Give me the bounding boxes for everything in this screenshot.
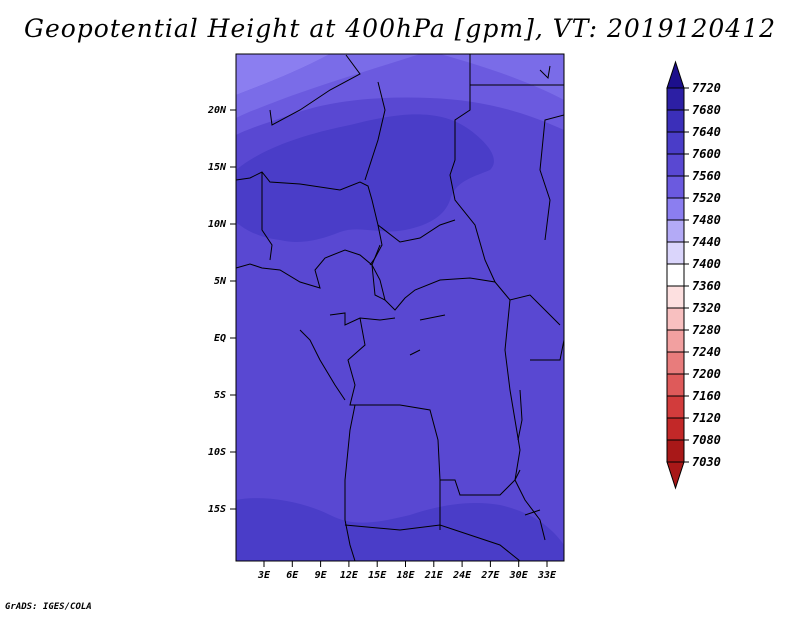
- colorbar-swatch: [666, 395, 685, 419]
- lake-frag2: [409, 349, 421, 356]
- lake-frag1: [419, 314, 446, 321]
- colorbar-label: 7360: [692, 279, 721, 293]
- colorbar-swatch: [666, 175, 685, 199]
- colorbar-swatch: [666, 241, 685, 265]
- colorbar-swatch: [666, 219, 685, 243]
- border-congo: [347, 317, 521, 496]
- colorbar-swatch: [666, 351, 685, 375]
- lon-tick-label: 24E: [452, 570, 472, 581]
- colorbar-swatch: [666, 307, 685, 331]
- longitude-axis: 3E 6E 9E 12E 15E 18E 21E 24E 27E 30E 33E: [257, 561, 557, 581]
- colorbar-label: 7600: [692, 147, 721, 161]
- border-sudan-e: [539, 114, 564, 241]
- lon-tick-label: 27E: [480, 570, 500, 581]
- lake-malawi: [524, 509, 541, 516]
- colorbar-swatch: [666, 109, 685, 133]
- border-lake: [530, 339, 564, 361]
- colorbar-label: 7030: [692, 455, 721, 469]
- border-car-n: [377, 219, 456, 243]
- border-chad-w: [364, 81, 386, 181]
- fill-ne-band: [440, 54, 564, 100]
- borders: [236, 54, 564, 561]
- lon-tick-label: 18E: [396, 570, 415, 581]
- lat-tick-label: 15S: [208, 504, 226, 515]
- contour-fill: [236, 54, 564, 561]
- grads-credit: GrADS: IGES/COLA: [5, 602, 92, 612]
- coast-gabon: [299, 329, 346, 401]
- border-west1: [261, 172, 273, 261]
- lat-tick-label: 5N: [214, 276, 227, 287]
- lon-tick-label: 33E: [537, 570, 557, 581]
- colorbar-label: 7160: [692, 389, 721, 403]
- colorbar-label: 7080: [692, 433, 721, 447]
- lake-tanganyika: [517, 389, 523, 441]
- chart-title: Geopotential Height at 400hPa [gpm], VT:…: [23, 14, 777, 43]
- colorbar-bottom-arrow: [666, 461, 685, 490]
- colorbar-swatch: [666, 197, 685, 221]
- colorbar-label: 7640: [692, 125, 721, 139]
- border-angola-w: [344, 404, 356, 561]
- border-chad-e: [449, 54, 496, 283]
- fill-high-band: [236, 54, 420, 118]
- colorbar-label: 7680: [692, 103, 721, 117]
- lon-tick-label: 12E: [340, 570, 359, 581]
- border-car-w: [371, 244, 386, 301]
- coast-ne: [539, 65, 551, 80]
- lat-tick-label: 10N: [208, 219, 227, 230]
- colorbar-label: 7720: [692, 81, 721, 95]
- colorbar-label: 7560: [692, 169, 721, 183]
- lat-tick-label: 15N: [208, 162, 227, 173]
- colorbar-swatch: [666, 373, 685, 397]
- colorbar-swatch: [666, 329, 685, 353]
- colorbar-label: 7240: [692, 345, 721, 359]
- lon-tick-label: 9E: [315, 570, 328, 581]
- colorbar-swatch: [666, 263, 685, 287]
- colorbar-label: 7120: [692, 411, 721, 425]
- border-coast-gulf: [236, 249, 561, 326]
- fill-high-corner: [236, 54, 330, 95]
- colorbar-swatch: [666, 87, 685, 111]
- colorbar-label: 7320: [692, 301, 721, 315]
- border-gabon: [329, 312, 396, 326]
- lon-tick-label: 3E: [257, 570, 271, 581]
- colorbar-label: 7480: [692, 213, 721, 227]
- latitude-axis: 20N 15N 10N 5N EQ 5S 10S 15S: [207, 105, 236, 515]
- map-frame: [235, 53, 565, 562]
- colorbar-swatch: [666, 131, 685, 155]
- colorbar-swatch: [666, 439, 685, 463]
- colorbar-top-arrow: [666, 60, 685, 89]
- lat-tick-label: EQ: [214, 333, 226, 344]
- lat-tick-label: 5S: [214, 390, 226, 401]
- border-north1: [269, 54, 361, 126]
- lon-tick-label: 15E: [368, 570, 387, 581]
- lon-tick-label: 30E: [509, 570, 529, 581]
- colorbar-label: 7440: [692, 235, 721, 249]
- colorbar-swatch: [666, 417, 685, 441]
- lat-tick-label: 20N: [207, 105, 227, 116]
- lat-tick-label: 10S: [208, 447, 226, 458]
- colorbar-swatch: [666, 153, 685, 177]
- border-east: [504, 299, 546, 541]
- colorbar: 7720 7680 7640 7600 7560 7520 7480 7440 7400 7360…: [666, 60, 721, 490]
- lon-tick-label: 6E: [286, 570, 299, 581]
- fill-dark-sahel: [236, 114, 494, 243]
- colorbar-label: 7200: [692, 367, 721, 381]
- colorbar-swatch: [666, 285, 685, 309]
- colorbar-label: 7280: [692, 323, 721, 337]
- lon-tick-label: 21E: [424, 570, 444, 581]
- colorbar-label: 7520: [692, 191, 721, 205]
- border-angola-s: [344, 524, 521, 561]
- colorbar-label: 7400: [692, 257, 721, 271]
